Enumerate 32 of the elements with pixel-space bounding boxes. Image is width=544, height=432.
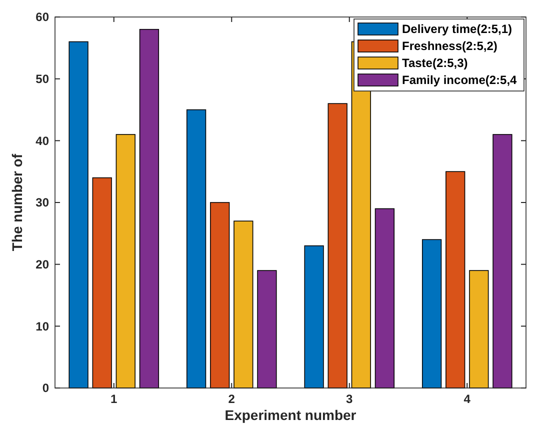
legend-label: Taste(2:5,3): [402, 56, 468, 70]
bar: [374, 208, 395, 388]
bar: [68, 41, 88, 388]
x-tick-label: 3: [346, 392, 354, 406]
y-tick-label: 60: [36, 10, 50, 24]
x-tick-label: 1: [110, 392, 118, 406]
y-tick-label: 0: [42, 381, 50, 396]
bar: [116, 134, 136, 388]
y-tick-label: 20: [36, 258, 50, 272]
bar: [422, 239, 442, 388]
bar: [492, 134, 512, 388]
bar: [257, 270, 277, 388]
legend-label: Family income(2:5,4: [402, 73, 518, 88]
legend-label: Freshness(2:5,2): [402, 39, 498, 54]
bar: [328, 103, 348, 388]
bar: [210, 202, 230, 388]
bar: [92, 177, 112, 388]
bar: [139, 28, 160, 388]
x-tick-label: 2: [228, 392, 236, 406]
bar: [234, 220, 254, 388]
bar: [304, 245, 324, 388]
y-tick-label: 50: [36, 72, 50, 86]
y-tick-label: 30: [36, 196, 50, 210]
y-axis-title: The number of: [9, 154, 25, 252]
y-tick-label: 40: [36, 134, 50, 148]
bar: [469, 270, 489, 388]
legend-label: Delivery time(2:5,1): [402, 22, 512, 36]
x-axis-title: Experiment number: [224, 407, 357, 423]
x-tick-label: 4: [464, 392, 471, 406]
y-tick-label: 10: [36, 319, 50, 334]
bar: [186, 109, 206, 388]
bar: [446, 171, 466, 388]
